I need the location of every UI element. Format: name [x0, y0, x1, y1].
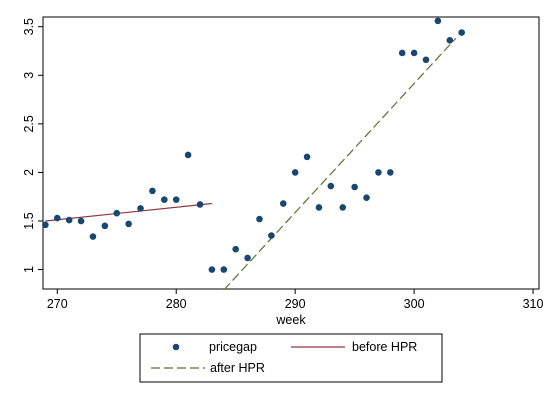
y-tick-label: 1 — [22, 266, 36, 273]
legend: pricegap before HPR after HPR — [139, 333, 443, 383]
data-point — [339, 204, 347, 211]
data-point — [220, 266, 228, 273]
data-point — [172, 196, 180, 203]
legend-marker-pricegap — [172, 343, 180, 351]
x-axis: 270 280 290 300 310 — [47, 289, 544, 311]
plot-frame — [42, 16, 540, 290]
data-point — [256, 215, 263, 223]
series-layer — [42, 17, 465, 291]
x-tick-label: 280 — [166, 297, 187, 311]
data-point — [315, 204, 323, 211]
legend-label-after-hpr: after HPR — [210, 361, 265, 375]
data-point — [387, 169, 394, 176]
data-point — [327, 182, 335, 190]
y-tick-label: 1.5 — [22, 212, 36, 229]
data-point — [351, 183, 358, 191]
data-point — [42, 221, 49, 229]
data-point — [375, 169, 382, 176]
data-point — [53, 214, 61, 222]
data-point — [77, 217, 85, 225]
data-point — [101, 222, 109, 230]
legend-label-pricegap: pricegap — [209, 340, 257, 354]
y-axis: 1 1.5 2 2.5 3 3.5 — [22, 18, 43, 273]
data-point — [65, 216, 73, 224]
x-tick-label: 270 — [47, 297, 68, 311]
data-point — [303, 153, 311, 161]
data-point — [161, 196, 168, 203]
y-tick-label: 3 — [22, 72, 36, 79]
data-point — [89, 233, 97, 240]
data-point — [446, 37, 454, 44]
x-tick-label: 290 — [285, 297, 306, 311]
data-point — [398, 49, 406, 57]
data-point — [208, 266, 216, 273]
data-point — [232, 245, 239, 253]
fit-line-after-hpr — [223, 37, 457, 291]
data-point — [184, 151, 192, 159]
y-tick-label: 3.5 — [22, 18, 36, 35]
y-tick-label: 2.5 — [22, 115, 36, 132]
legend-box — [139, 333, 443, 383]
data-point — [125, 220, 132, 228]
data-point — [279, 200, 287, 207]
data-point — [244, 254, 251, 262]
data-point — [196, 201, 204, 208]
x-axis-title: week — [275, 313, 306, 327]
data-point — [268, 232, 275, 239]
fit-line-before-hpr — [45, 202, 212, 222]
data-point — [149, 187, 156, 195]
data-point — [458, 29, 465, 36]
data-point — [363, 194, 370, 201]
data-point — [422, 56, 430, 64]
data-point — [291, 169, 299, 176]
data-point — [113, 209, 121, 217]
data-point — [137, 205, 144, 212]
data-point — [434, 17, 442, 25]
x-tick-label: 310 — [523, 297, 544, 311]
y-tick-label: 2 — [22, 169, 36, 176]
data-point — [410, 49, 418, 57]
legend-label-before-hpr: before HPR — [352, 340, 417, 354]
x-tick-label: 300 — [404, 297, 425, 311]
